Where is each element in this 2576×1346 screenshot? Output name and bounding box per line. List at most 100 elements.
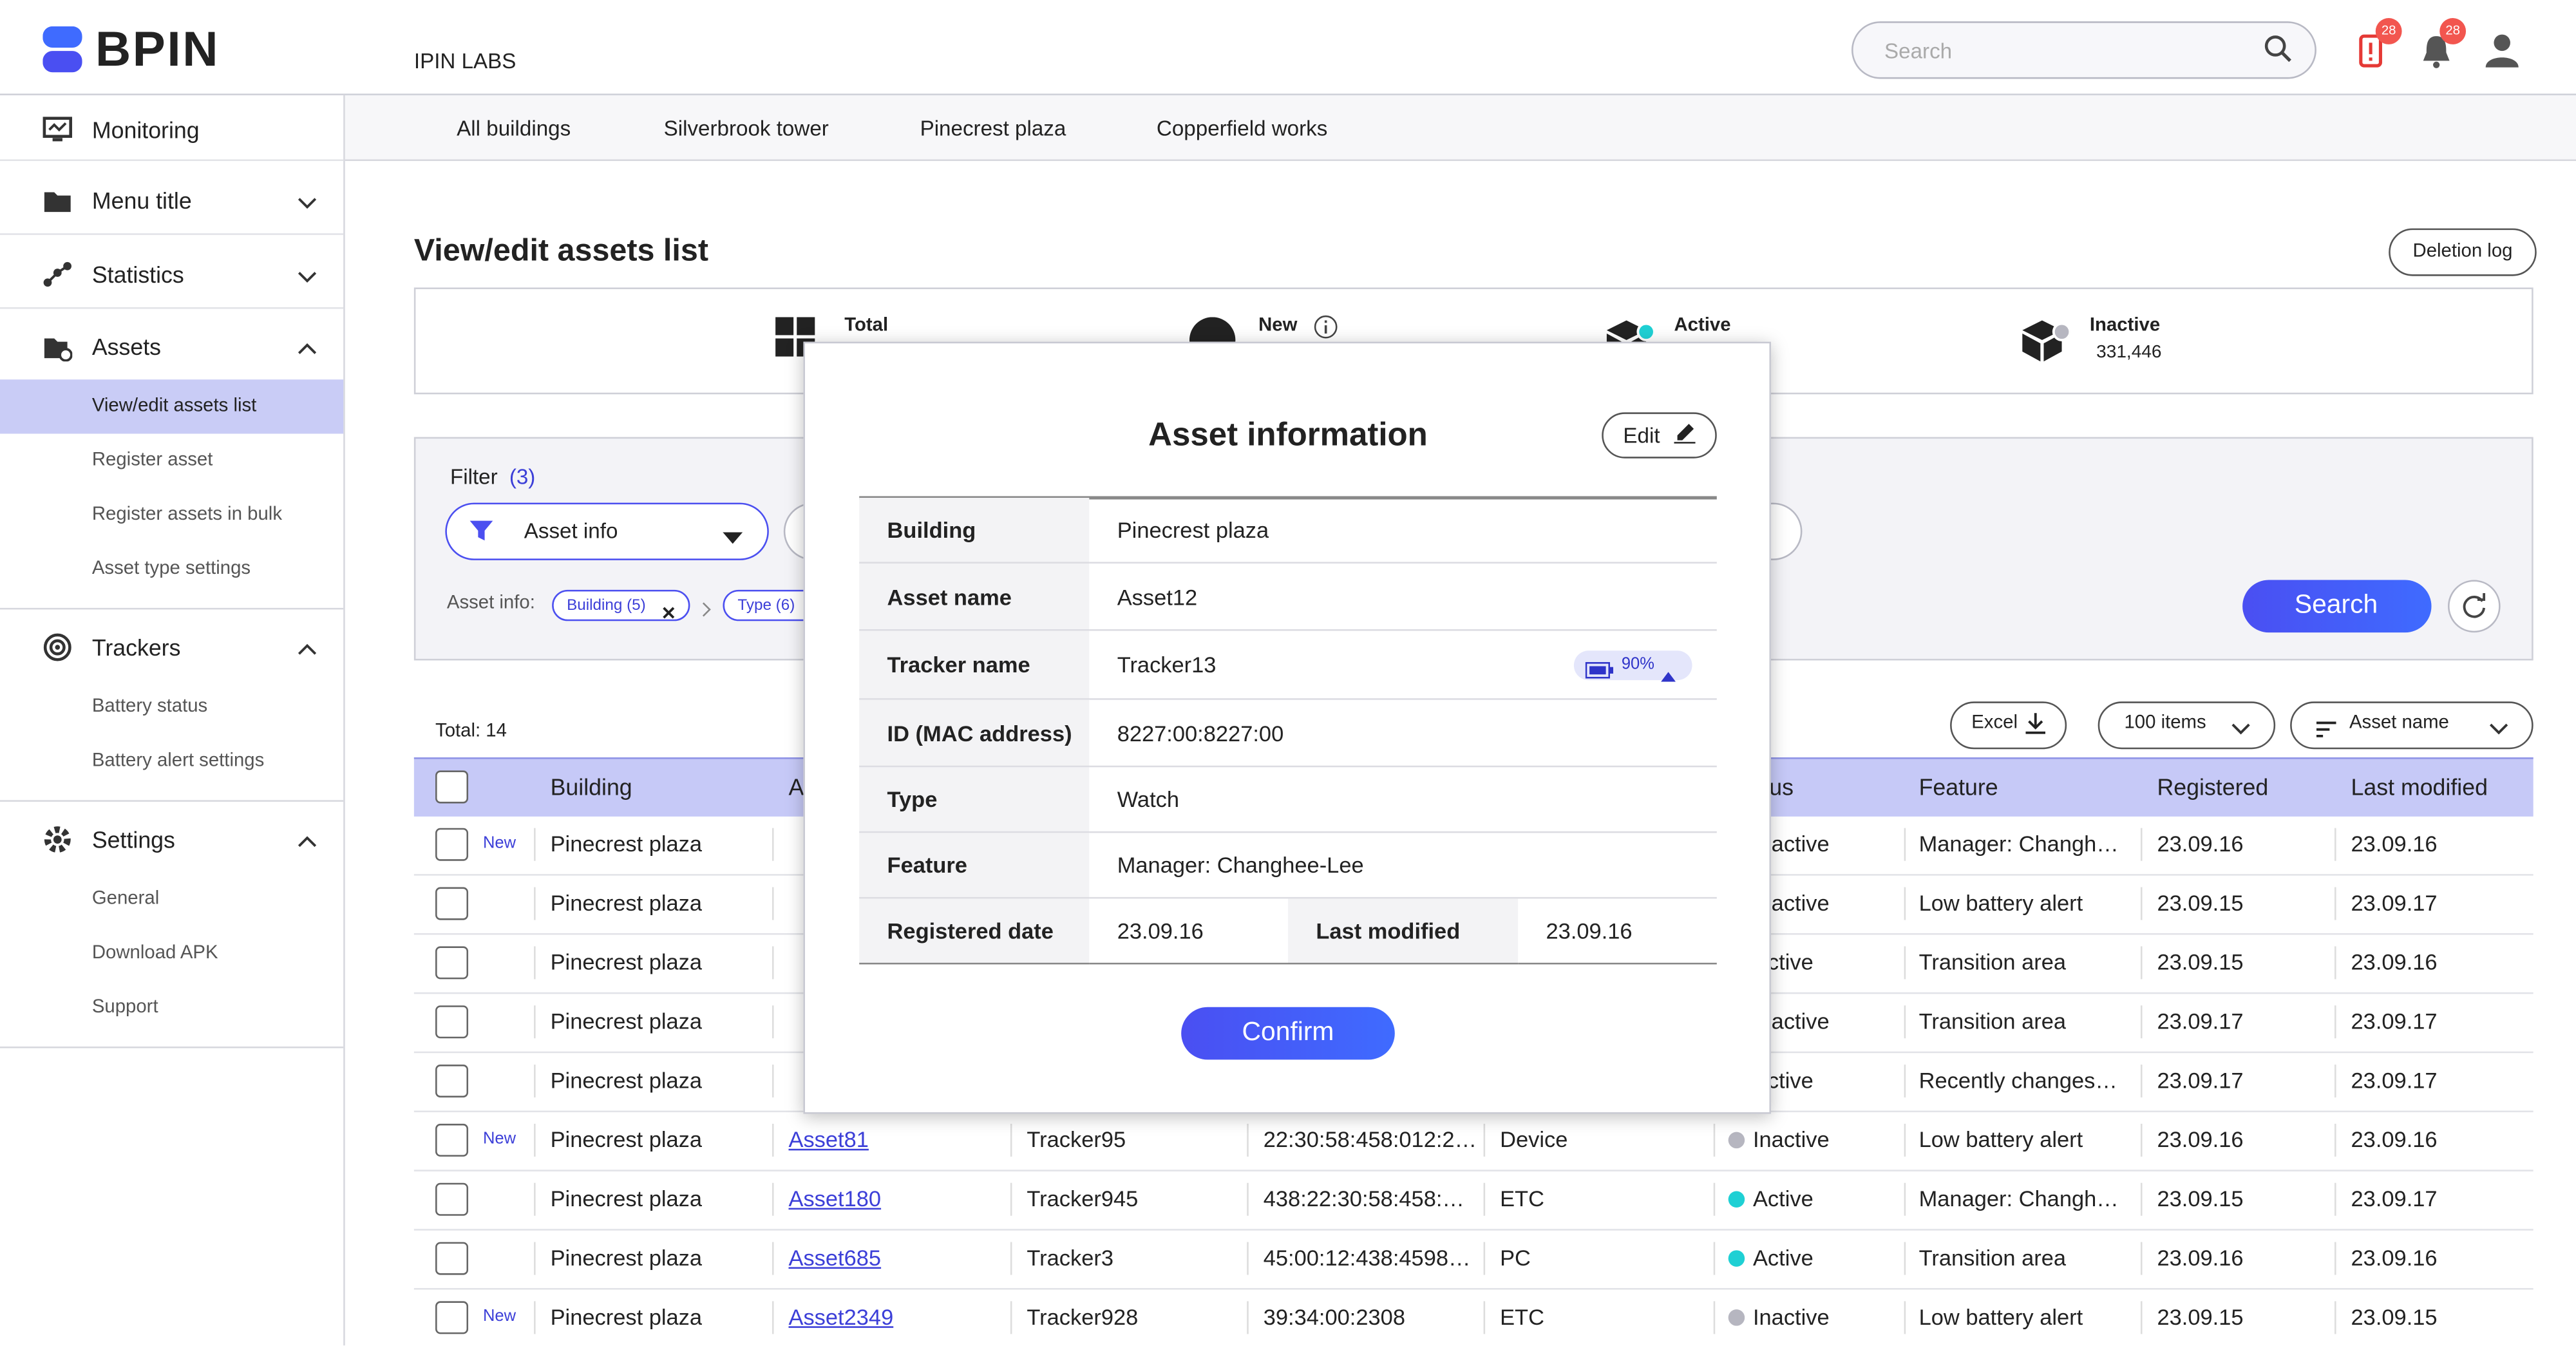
cell-separator xyxy=(534,1242,536,1275)
cell-text: 23.09.15 xyxy=(2351,1305,2438,1330)
asset-link[interactable]: Asset2349 xyxy=(788,1305,894,1330)
menu-item[interactable]: Statistics xyxy=(91,260,184,287)
icon-shape xyxy=(469,520,493,541)
filter-dropdown[interactable] xyxy=(445,502,769,560)
submenu-item[interactable]: Asset type settings xyxy=(91,558,251,578)
asset-link[interactable]: Asset81 xyxy=(788,1127,869,1152)
page-size-select[interactable] xyxy=(2098,701,2276,750)
edit-label[interactable]: Edit xyxy=(1623,422,1660,448)
tab[interactable]: All buildings xyxy=(457,115,571,141)
edit-icon xyxy=(1674,422,1696,444)
icon-shape xyxy=(723,532,743,544)
excel-label[interactable]: Excel xyxy=(1971,713,2018,734)
field-label: Tracker name xyxy=(887,652,1030,678)
deletion-log-label[interactable]: Deletion log xyxy=(2412,242,2513,262)
row-checkbox[interactable] xyxy=(435,828,469,861)
cell-text: Pinecrest plaza xyxy=(550,1305,703,1330)
submenu-item[interactable]: Download APK xyxy=(91,942,218,963)
submenu-item[interactable]: Register assets in bulk xyxy=(91,504,283,524)
menu-item[interactable]: Menu title xyxy=(91,186,192,213)
row-checkbox[interactable] xyxy=(435,1242,469,1275)
icon-shape xyxy=(46,264,68,283)
cell-separator xyxy=(534,1182,536,1216)
search-box[interactable] xyxy=(1852,21,2316,79)
cell-text: 23.09.17 xyxy=(2351,1009,2438,1034)
submenu-item[interactable]: Register asset xyxy=(91,450,213,469)
cell-separator xyxy=(2140,1123,2143,1157)
submenu-item[interactable]: Battery status xyxy=(91,696,208,716)
search-button[interactable] xyxy=(2242,580,2432,633)
excel-button[interactable] xyxy=(1950,701,2067,750)
icon-shape xyxy=(2280,51,2291,62)
battery-level: 90% xyxy=(1621,655,1654,674)
cell-separator xyxy=(1713,1301,1716,1334)
icon-shape xyxy=(775,317,815,357)
icon-shape xyxy=(2433,61,2440,68)
cell-text: Transition area xyxy=(1918,1009,2067,1034)
cell-text: Pinecrest plaza xyxy=(550,1068,703,1094)
menu-chevron[interactable] xyxy=(296,637,319,655)
status-dot xyxy=(1728,1132,1745,1149)
row-checkbox[interactable] xyxy=(435,1005,469,1039)
chip-remove[interactable] xyxy=(662,598,675,619)
tab[interactable]: Pinecrest plaza xyxy=(920,115,1066,141)
icon-shape xyxy=(2231,723,2250,735)
confirm-button[interactable] xyxy=(1181,1007,1395,1060)
search-icon[interactable] xyxy=(2264,35,2293,64)
tab[interactable]: Silverbrook tower xyxy=(663,115,829,141)
row-checkbox[interactable] xyxy=(435,1182,469,1216)
tab[interactable]: Copperfield works xyxy=(1156,115,1328,141)
asset-link[interactable]: Asset685 xyxy=(788,1246,882,1271)
cell-separator xyxy=(1904,887,1906,920)
bell-icon[interactable] xyxy=(2420,33,2453,69)
refresh-button[interactable] xyxy=(2448,580,2501,633)
summary-label: Inactive xyxy=(2089,316,2161,336)
field-value-cell xyxy=(1089,833,1717,899)
alert-icon[interactable] xyxy=(2358,33,2387,69)
deletion-log-button[interactable] xyxy=(2389,228,2537,276)
field-label-cell xyxy=(859,833,1090,899)
field-value: Watch xyxy=(1117,787,1180,812)
icon-shape xyxy=(43,632,71,661)
field-value: Pinecrest plaza xyxy=(1117,518,1269,543)
icon-shape xyxy=(1661,672,1676,682)
search-button-label[interactable]: Search xyxy=(2294,591,2378,620)
filter-dropdown-label[interactable]: Asset info xyxy=(524,518,618,544)
menu-chevron[interactable] xyxy=(296,263,319,282)
row-checkbox[interactable] xyxy=(435,1123,469,1157)
edit-button[interactable] xyxy=(1602,412,1717,459)
sort-label[interactable]: Asset name xyxy=(2349,713,2449,734)
submenu-item[interactable]: Battery alert settings xyxy=(91,750,265,770)
menu-active-bg xyxy=(0,379,344,434)
menu-chevron[interactable] xyxy=(296,190,319,208)
icon-shape xyxy=(775,317,794,336)
asset-link[interactable]: Asset180 xyxy=(788,1186,882,1211)
row-checkbox[interactable] xyxy=(435,887,469,920)
menu-chevron[interactable] xyxy=(296,336,319,354)
icon-shape xyxy=(2316,721,2336,737)
confirm-label[interactable]: Confirm xyxy=(1242,1018,1334,1047)
row-checkbox[interactable] xyxy=(435,1301,469,1334)
menu-chevron[interactable] xyxy=(296,829,319,847)
submenu-item[interactable]: View/edit assets list xyxy=(91,395,257,415)
menu-item[interactable]: Trackers xyxy=(91,633,181,660)
header-checkbox[interactable] xyxy=(435,770,469,804)
icon-shape xyxy=(43,261,71,286)
icon-shape xyxy=(298,342,317,354)
row-checkbox[interactable] xyxy=(435,1065,469,1098)
submenu-item[interactable]: Support xyxy=(91,996,158,1017)
icon-shape xyxy=(1324,320,1327,323)
icon-shape xyxy=(43,26,82,48)
menu-item[interactable]: Assets xyxy=(91,332,162,359)
user-icon[interactable] xyxy=(2484,33,2520,69)
menu-item[interactable]: Settings xyxy=(91,825,175,852)
submenu-item[interactable]: General xyxy=(91,888,160,909)
menu-separator xyxy=(0,233,344,235)
select-chevron xyxy=(2487,716,2510,735)
menu-item[interactable]: Monitoring xyxy=(91,117,200,143)
page-size-label[interactable]: 100 items xyxy=(2124,713,2206,734)
cell-text: Pinecrest plaza xyxy=(550,1246,703,1271)
menu-icon xyxy=(43,259,72,289)
row-checkbox[interactable] xyxy=(435,946,469,980)
new-badge: New xyxy=(483,834,516,853)
